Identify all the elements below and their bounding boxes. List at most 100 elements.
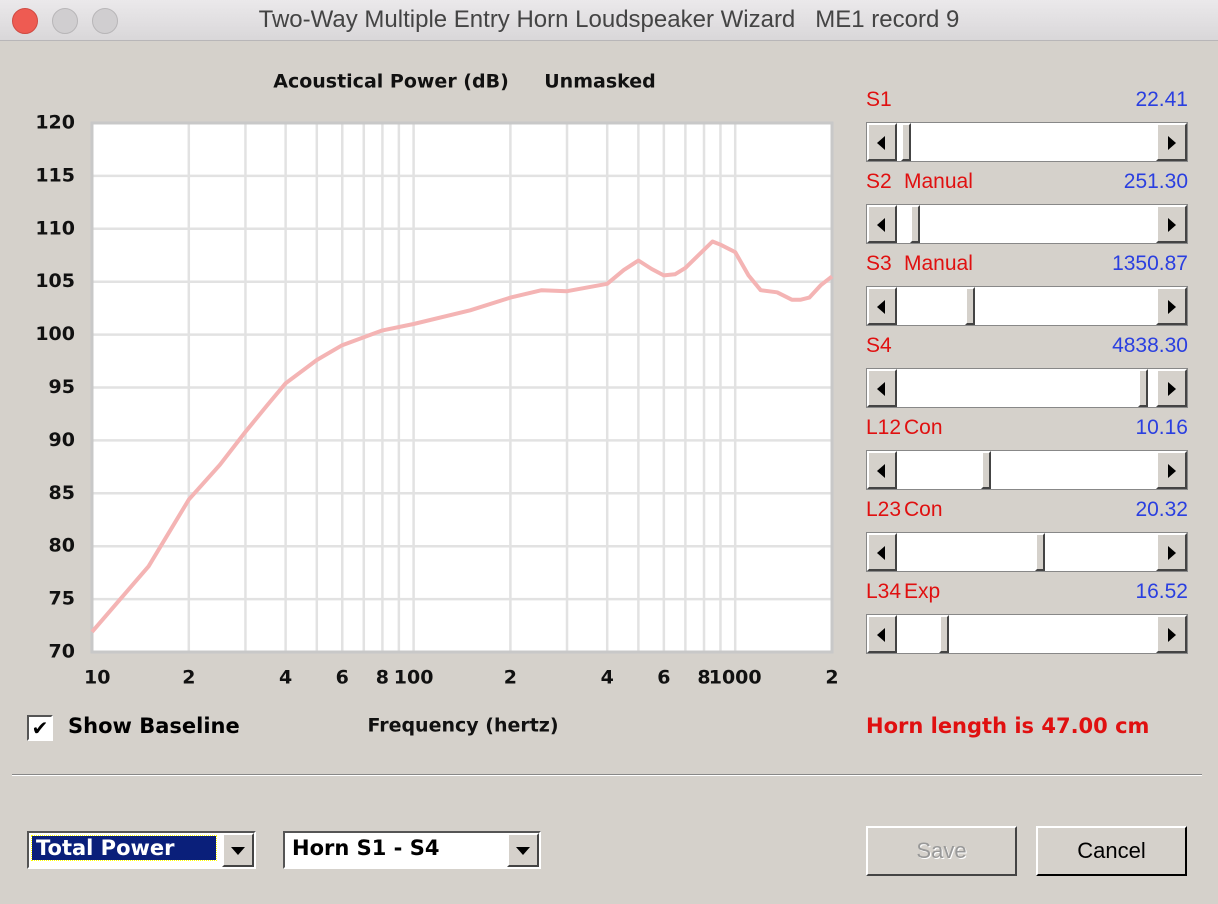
slider-left-button[interactable] [867, 615, 897, 653]
slider-mode: Manual [904, 170, 973, 193]
slider-left-button[interactable] [867, 287, 897, 325]
arrow-left [877, 218, 885, 232]
slider-track[interactable] [866, 450, 1188, 490]
x-axis-label: Frequency (hertz) [367, 715, 558, 737]
x-tick-label: 100 [394, 667, 434, 689]
slider-track[interactable] [866, 532, 1188, 572]
y-tick-label: 90 [49, 429, 75, 451]
slider-track[interactable] [866, 614, 1188, 654]
slider-thumb[interactable] [965, 287, 975, 325]
slider-right-button[interactable] [1156, 369, 1187, 407]
x-tick-label: 6 [336, 667, 349, 689]
slider-right-button[interactable] [1156, 451, 1187, 489]
slider-name: S1 [866, 88, 892, 111]
slider-thumb[interactable] [981, 451, 991, 489]
y-tick-label: 80 [49, 535, 75, 557]
arrow-right [1168, 300, 1176, 314]
slider-value: 4838.30 [1112, 334, 1188, 357]
dropdown-value: Total Power [31, 835, 217, 861]
slider-right-button[interactable] [1156, 205, 1187, 243]
y-tick-label: 110 [35, 217, 75, 239]
x-tick-label: 4 [279, 667, 292, 689]
slider-name: L12 [866, 416, 902, 439]
dropdown[interactable]: Total Power [27, 831, 256, 869]
chart: Acoustical Power (dB) Unmasked Frequency… [35, 71, 838, 737]
slider-thumb[interactable] [1138, 369, 1148, 407]
x-tick-label: 8 [376, 667, 389, 689]
cancel-button[interactable]: Cancel [1036, 826, 1187, 876]
dropdown[interactable]: Horn S1 - S4 [283, 831, 541, 869]
y-tick-label: 100 [35, 323, 75, 345]
slider-track[interactable] [866, 122, 1188, 162]
chart-title: Acoustical Power (dB) [273, 71, 509, 93]
dropdown-arrow[interactable] [507, 833, 539, 867]
y-tick-label: 70 [49, 641, 75, 663]
x-tick-label: 2 [504, 667, 517, 689]
arrow-right [1168, 382, 1176, 396]
slider-thumb[interactable] [1035, 533, 1045, 571]
slider-name: S2 [866, 170, 892, 193]
arrow-left [877, 382, 885, 396]
slider-thumb[interactable] [901, 123, 911, 161]
arrow-right [1168, 628, 1176, 642]
slider-mode: Exp [904, 580, 941, 603]
slider-right-button[interactable] [1156, 287, 1187, 325]
slider-right-button[interactable] [1156, 533, 1187, 571]
dropdown-arrow[interactable] [222, 833, 254, 867]
y-tick-label: 95 [49, 376, 75, 398]
x-tick-label: 8 [697, 667, 710, 689]
checkbox-label[interactable]: Show Baseline [68, 714, 240, 738]
slider-value: 16.52 [1135, 580, 1188, 603]
separator [12, 774, 1202, 776]
arrow-left [877, 136, 885, 150]
arrow-right [1168, 464, 1176, 478]
slider-right-button[interactable] [1156, 615, 1187, 653]
slider-name: S3 [866, 252, 892, 275]
slider-track[interactable] [866, 286, 1188, 326]
arrow-left [877, 300, 885, 314]
slider-name: L34 [866, 580, 902, 603]
slider-thumb[interactable] [910, 205, 920, 243]
slider-left-button[interactable] [867, 205, 897, 243]
plot-border [90, 121, 834, 654]
y-tick-label: 120 [35, 112, 75, 134]
x-tick-label: 1000 [709, 667, 762, 689]
title-bar: Two-Way Multiple Entry Horn Loudspeaker … [0, 0, 1218, 41]
slider-mode: Con [904, 498, 943, 521]
y-tick-label: 75 [49, 588, 75, 610]
slider-track[interactable] [866, 204, 1188, 244]
window-title: Two-Way Multiple Entry Horn Loudspeaker … [258, 6, 960, 33]
chart-subtitle: Unmasked [544, 71, 656, 93]
x-tick-label: 2 [825, 667, 838, 689]
slider-mode: Manual [904, 252, 973, 275]
slider-left-button[interactable] [867, 369, 897, 407]
x-tick-label: 2 [182, 667, 195, 689]
arrow-right [1168, 136, 1176, 150]
slider-right-button[interactable] [1156, 123, 1187, 161]
slider-name: S4 [866, 334, 892, 357]
minimize-button [52, 8, 78, 34]
status-text: Horn length is 47.00 cm [866, 714, 1150, 738]
arrow-left [877, 628, 885, 642]
slider-value: 20.32 [1135, 498, 1188, 521]
slider-left-button[interactable] [867, 533, 897, 571]
y-tick-label: 115 [35, 164, 75, 186]
close-button[interactable] [12, 8, 38, 34]
zoom-button [92, 8, 118, 34]
y-tick-label: 105 [35, 270, 75, 292]
x-tick-label: 6 [657, 667, 670, 689]
slider-left-button[interactable] [867, 451, 897, 489]
x-tick-label: 10 [84, 667, 110, 689]
slider-track[interactable] [866, 368, 1188, 408]
checkbox[interactable]: ✔ [27, 715, 53, 741]
arrow-left [877, 464, 885, 478]
slider-thumb[interactable] [939, 615, 949, 653]
x-tick-label: 4 [601, 667, 614, 689]
slider-left-button[interactable] [867, 123, 897, 161]
slider-value: 22.41 [1135, 88, 1188, 111]
arrow-right [1168, 218, 1176, 232]
save-button: Save [866, 826, 1017, 876]
arrow-left [877, 546, 885, 560]
dropdown-value: Horn S1 - S4 [292, 836, 440, 860]
